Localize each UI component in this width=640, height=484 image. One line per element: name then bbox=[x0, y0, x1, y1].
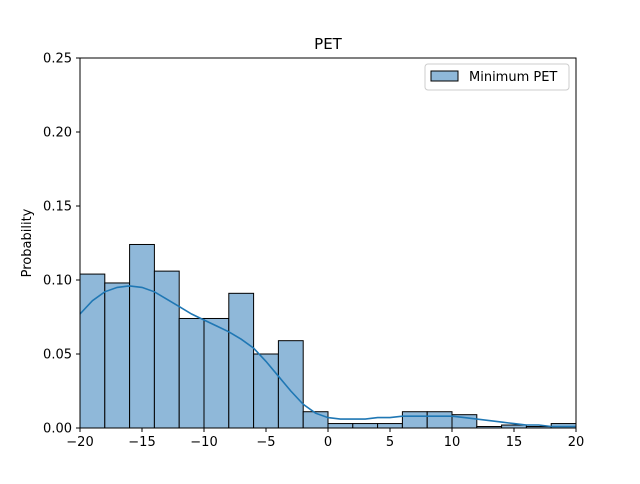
legend-box bbox=[424, 63, 570, 91]
y-tick-label: 0.25 bbox=[43, 52, 72, 67]
histogram-bar bbox=[129, 243, 155, 429]
x-tick-label: −15 bbox=[128, 435, 155, 450]
x-axis: −20 −15 −10 −5 0 5 10 15 20 bbox=[66, 428, 584, 450]
histogram-bar bbox=[377, 423, 403, 429]
x-tick-label: −5 bbox=[256, 435, 275, 450]
histogram-bar bbox=[253, 353, 279, 429]
histogram-bar bbox=[426, 411, 453, 429]
y-axis-label: Probability bbox=[20, 208, 35, 277]
y-tick-label: 0.10 bbox=[43, 274, 72, 289]
bars-layer bbox=[79, 243, 577, 429]
histogram-bar bbox=[327, 423, 354, 429]
x-tick-label: 10 bbox=[444, 435, 461, 450]
histogram-bar bbox=[352, 423, 379, 429]
legend: Minimum PET bbox=[424, 63, 570, 91]
histogram-bar bbox=[178, 317, 205, 429]
chart-title: PET bbox=[314, 35, 343, 53]
histogram-bar bbox=[401, 411, 428, 429]
histogram-bar bbox=[228, 292, 255, 429]
x-tick-label: 15 bbox=[506, 435, 523, 450]
legend-swatch bbox=[430, 70, 459, 82]
histogram-bar bbox=[79, 273, 106, 429]
histogram-bar bbox=[104, 282, 131, 429]
x-tick-label: 0 bbox=[324, 435, 332, 450]
legend-label: Minimum PET bbox=[469, 70, 557, 85]
histogram-bar bbox=[153, 270, 180, 429]
histogram-bar bbox=[277, 340, 304, 429]
histogram-bar bbox=[203, 317, 230, 429]
y-tick-label: 0.20 bbox=[43, 126, 72, 141]
kde-line bbox=[79, 285, 576, 428]
y-tick-label: 0.15 bbox=[43, 200, 72, 215]
kde-layer bbox=[79, 285, 576, 428]
y-axis: 0.00 0.05 0.10 0.15 0.20 0.25 bbox=[43, 52, 80, 437]
x-tick-label: −20 bbox=[66, 435, 93, 450]
y-tick-label: 0.05 bbox=[43, 348, 72, 363]
histogram-bar bbox=[302, 411, 329, 429]
x-tick-label: −10 bbox=[190, 435, 217, 450]
y-tick-label: 0.00 bbox=[43, 422, 72, 437]
x-tick-label: 20 bbox=[568, 435, 585, 450]
x-tick-label: 5 bbox=[386, 435, 394, 450]
